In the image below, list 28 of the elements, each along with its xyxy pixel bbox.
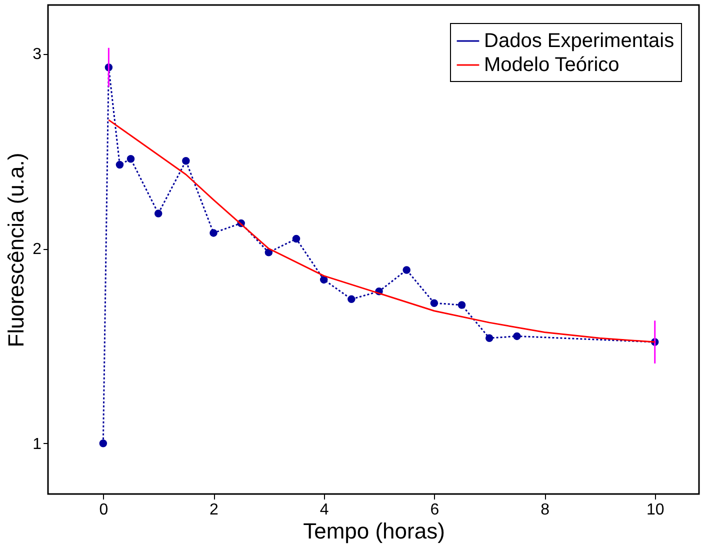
x-axis-title: Tempo (horas): [303, 518, 445, 544]
point: [99, 439, 108, 448]
x-tick-label: 6: [430, 502, 440, 518]
point: [348, 295, 356, 304]
y-tick-label: 1: [32, 436, 42, 453]
point: [430, 299, 438, 307]
x-tick-label: 2: [210, 502, 219, 518]
x-tick-label: 10: [646, 502, 664, 518]
point: [485, 334, 494, 342]
point: [264, 248, 273, 256]
x-tick-label: 0: [99, 502, 108, 518]
y-axis-title: Fluorescência (u.a.): [4, 152, 29, 348]
point: [126, 155, 135, 163]
point: [182, 156, 190, 165]
point: [458, 301, 466, 309]
y-tick-label: 2: [32, 241, 42, 258]
point: [513, 332, 521, 340]
point: [116, 160, 124, 169]
x-tick-label: 4: [320, 502, 329, 518]
y-tick-label: 3: [32, 46, 42, 64]
point: [292, 234, 300, 243]
point: [210, 229, 218, 237]
legend-label: Modelo Teórico: [484, 54, 620, 76]
x-tick-label: 8: [540, 502, 550, 518]
point: [320, 276, 328, 284]
point: [402, 266, 410, 274]
legend-label: Dados Experimentais: [484, 30, 674, 52]
point: [154, 210, 162, 218]
